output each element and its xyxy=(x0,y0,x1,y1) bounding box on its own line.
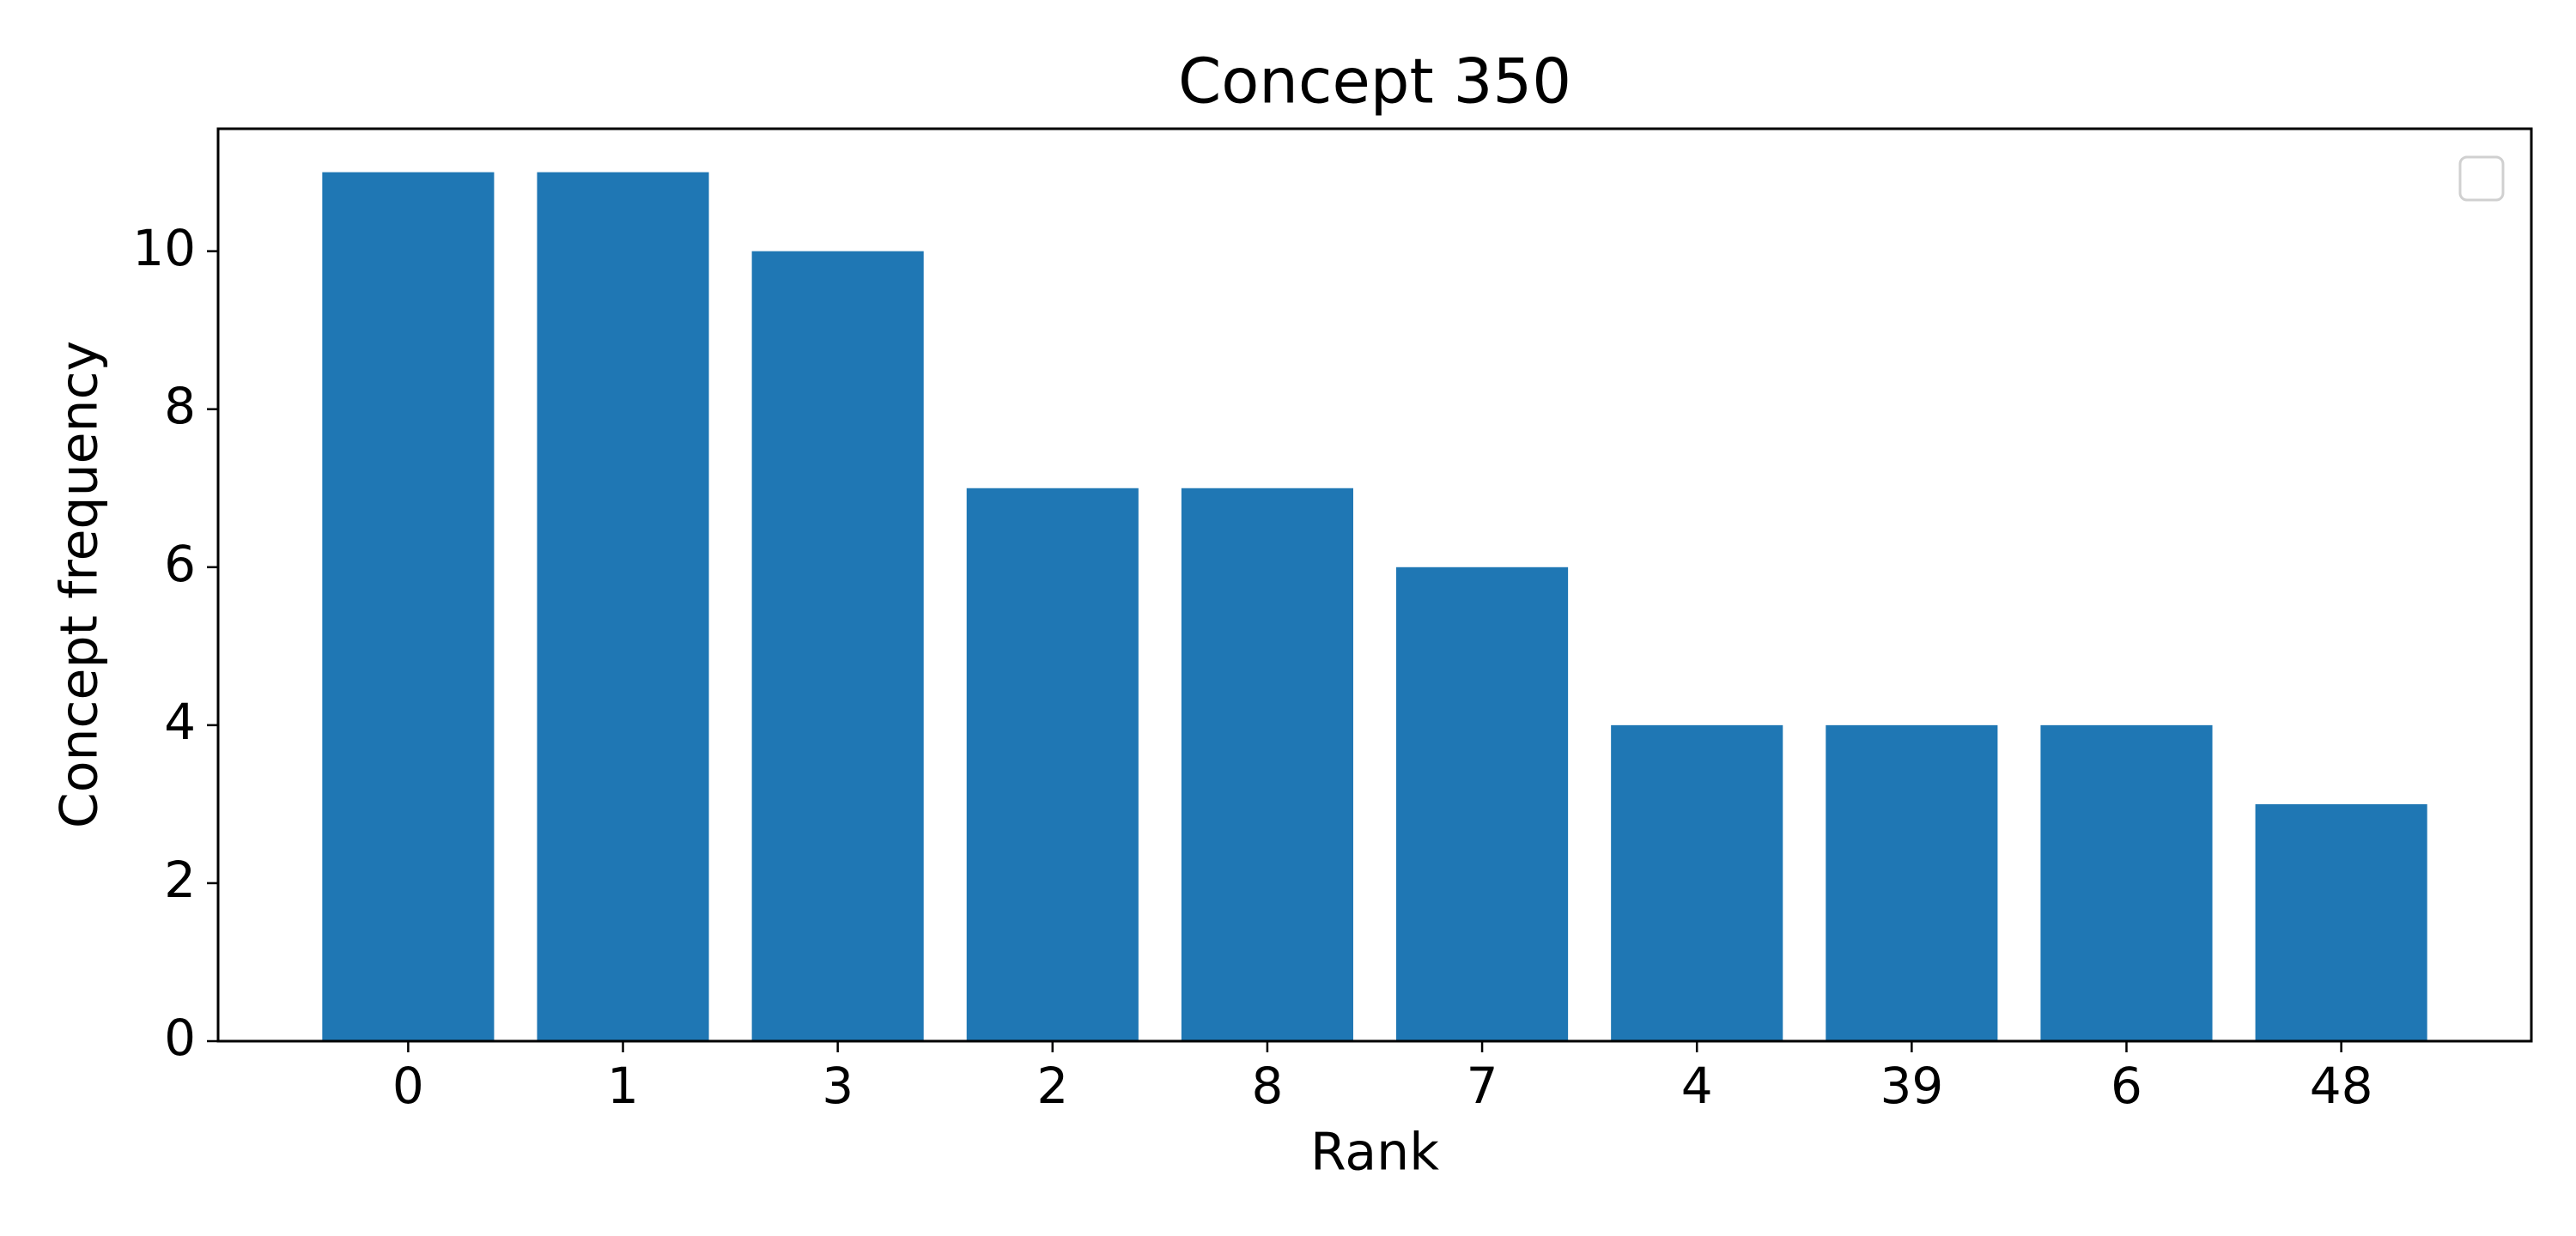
bar xyxy=(751,251,924,1041)
x-tick-label: 39 xyxy=(1880,1057,1943,1115)
bar xyxy=(1611,724,1783,1041)
y-tick-label: 10 xyxy=(132,219,196,277)
x-tick-label: 3 xyxy=(822,1057,854,1115)
bar xyxy=(1396,566,1569,1041)
y-tick-label: 6 xyxy=(164,535,196,593)
x-tick-label: 0 xyxy=(392,1057,424,1115)
x-tick-label: 8 xyxy=(1251,1057,1283,1115)
x-tick-label: 2 xyxy=(1036,1057,1068,1115)
x-tick-label: 7 xyxy=(1467,1057,1498,1115)
x-tick-label: 6 xyxy=(2111,1057,2142,1115)
bar xyxy=(2040,724,2213,1041)
x-tick-label: 4 xyxy=(1681,1057,1713,1115)
y-tick-label: 4 xyxy=(164,693,196,751)
bar xyxy=(2255,803,2427,1041)
bar xyxy=(322,172,495,1042)
x-tick-label: 1 xyxy=(607,1057,639,1115)
bar xyxy=(966,488,1139,1041)
y-axis-label: Concept frequency xyxy=(50,341,110,828)
y-tick-label: 0 xyxy=(164,1009,196,1067)
bar xyxy=(1181,488,1353,1041)
x-tick-label: 48 xyxy=(2310,1057,2373,1115)
y-tick-label: 2 xyxy=(164,851,196,909)
legend-box xyxy=(2458,155,2505,202)
y-tick-label: 8 xyxy=(164,377,196,435)
plot-frame xyxy=(216,127,2533,1043)
x-axis-label: Rank xyxy=(1310,1123,1439,1183)
bar xyxy=(1826,724,1998,1041)
chart-title: Concept 350 xyxy=(1178,45,1571,118)
bar xyxy=(537,172,709,1042)
